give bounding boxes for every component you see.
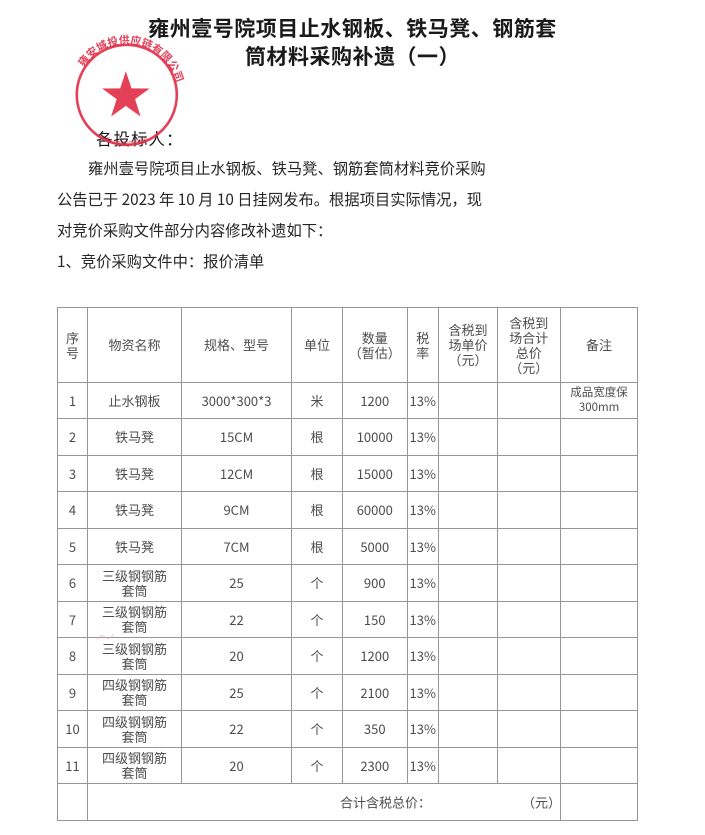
svg-text:雍安城投供应链有限公司: 雍安城投供应链有限公司 [75,32,189,85]
svg-text:5118025058907: 5118025058907 [105,135,150,148]
